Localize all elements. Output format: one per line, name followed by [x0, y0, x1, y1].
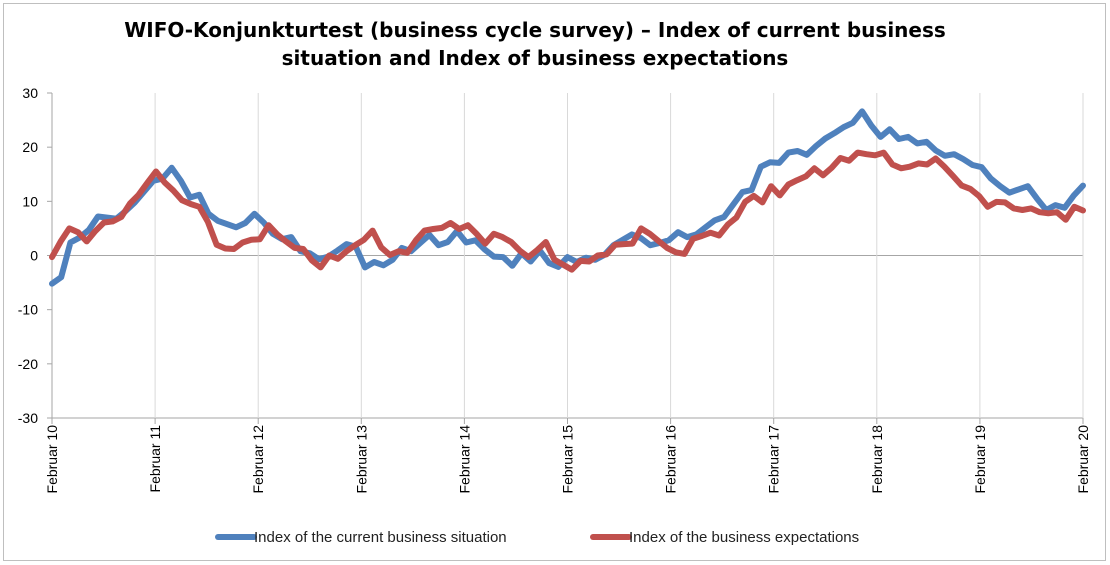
y-tick-label: -10 — [18, 302, 38, 318]
x-axis-tick-labels: Februar 10 Februar 11 Februar 12 Februar 13… — [44, 425, 1091, 494]
y-tick-label: 0 — [30, 248, 38, 264]
x-tick-label: Februar 20 — [1075, 425, 1091, 494]
x-tick-label: Februar 19 — [972, 425, 988, 494]
grid-lines — [47, 92, 1084, 424]
y-axis-tick-labels: 30 20 10 0 -10 -20 -30 — [18, 85, 38, 426]
legend: Index of the current business situation I… — [215, 529, 859, 546]
x-tick-label: Februar 12 — [250, 425, 266, 494]
legend-label-1: Index of the current business situation — [254, 529, 507, 546]
chart-title: WIFO-Konjunkturtest (business cycle surv… — [0, 16, 1070, 72]
x-tick-label: Februar 10 — [44, 425, 60, 494]
x-tick-label: Februar 15 — [560, 425, 576, 494]
series-line-1 — [49, 108, 1086, 287]
y-tick-label: 20 — [22, 139, 38, 155]
chart-title-line-1: WIFO-Konjunkturtest (business cycle surv… — [124, 18, 946, 42]
x-tick-label: Februar 17 — [766, 425, 782, 494]
x-tick-label: Februar 11 — [147, 425, 163, 493]
chart-frame — [3, 3, 1106, 561]
series-lines — [49, 108, 1086, 287]
series-line-2 — [49, 149, 1086, 273]
x-tick-label: Februar 14 — [456, 425, 472, 494]
y-tick-label: 30 — [22, 85, 38, 101]
x-tick-label: Februar 16 — [663, 425, 679, 494]
x-tick-label: Februar 13 — [353, 425, 369, 494]
legend-label-2: Index of the business expectations — [629, 529, 859, 546]
y-tick-label: 10 — [22, 193, 38, 209]
y-tick-label: -20 — [18, 356, 38, 372]
chart-title-line-2: situation and Index of business expectat… — [281, 46, 789, 70]
x-tick-label: Februar 18 — [869, 425, 885, 494]
y-tick-label: -30 — [18, 410, 38, 426]
